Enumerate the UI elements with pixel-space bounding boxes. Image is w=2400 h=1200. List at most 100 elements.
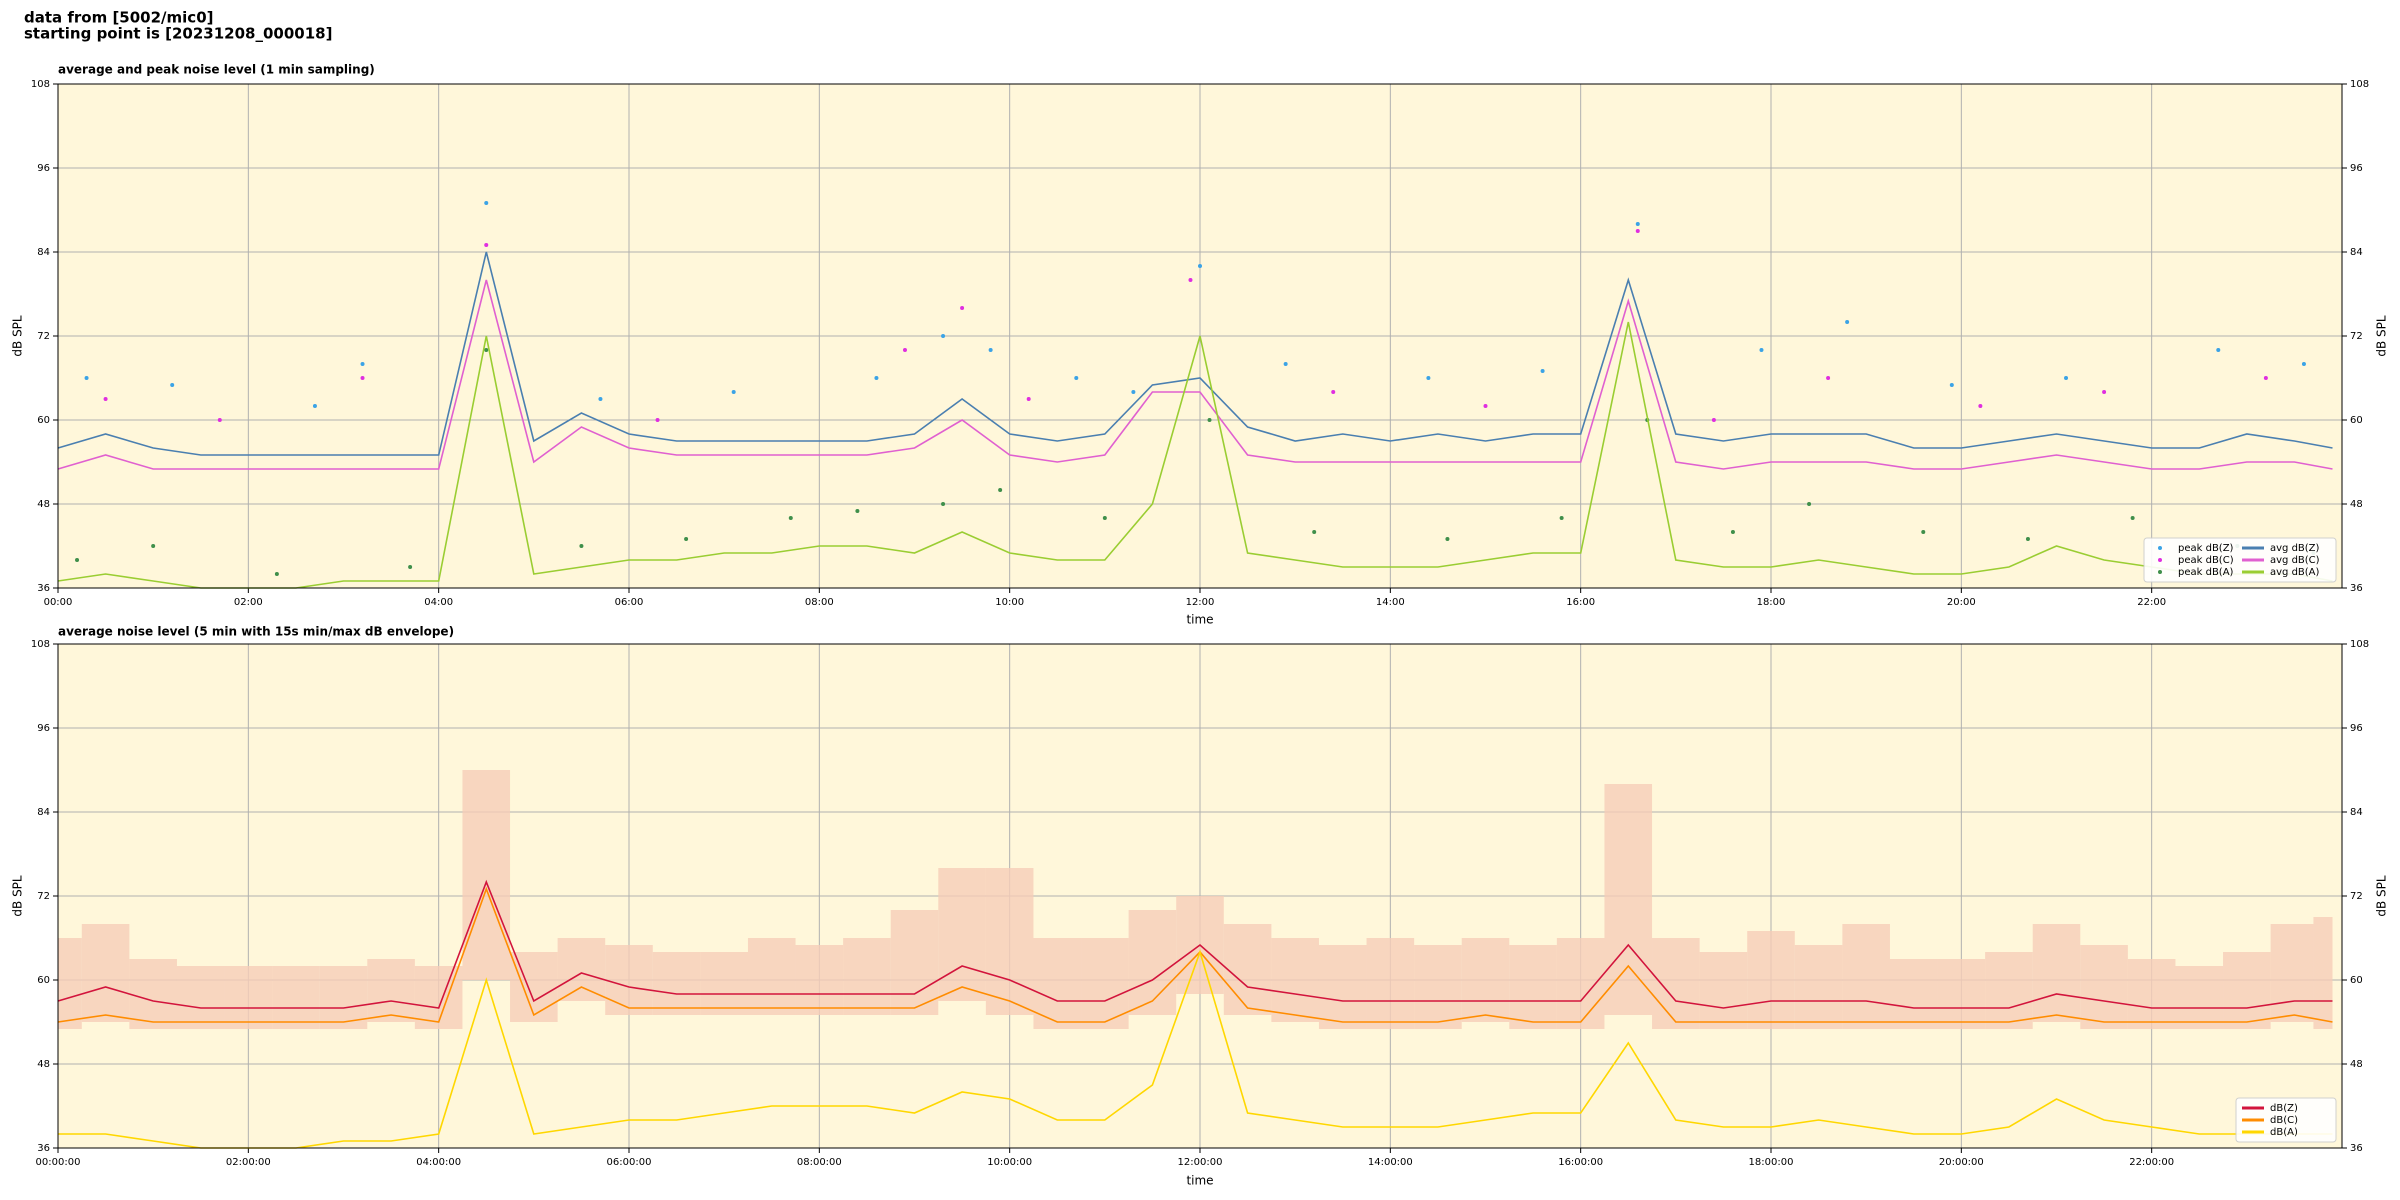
envelope-band <box>605 945 653 1015</box>
envelope-band <box>1652 938 1700 1029</box>
envelope-band <box>2127 959 2176 1029</box>
envelope-band <box>1081 938 1129 1029</box>
envelope-band <box>176 966 225 1029</box>
y-tick-label: 96 <box>2350 723 2363 734</box>
envelope-band <box>510 952 558 1022</box>
series-line <box>57 879 2333 1009</box>
y-tick-label: 60 <box>2350 415 2363 426</box>
peak-point <box>1483 404 1488 408</box>
x-tick-label: 14:00:00 <box>1368 1157 1413 1168</box>
y-tick-label: 96 <box>37 723 50 734</box>
peak-point <box>941 334 946 338</box>
peak-point <box>598 397 603 401</box>
x-tick-label: 22:00 <box>2137 597 2166 608</box>
legend-label: peak dB(A) <box>2178 567 2234 578</box>
peak-point <box>1730 530 1735 534</box>
x-tick-label: 14:00 <box>1376 597 1405 608</box>
envelope-band <box>2080 945 2128 1029</box>
chart-title: average noise level (5 min with 15s min/… <box>58 625 454 639</box>
envelope-band <box>224 966 273 1029</box>
envelope-band <box>843 938 891 1015</box>
peak-point <box>1074 376 1079 380</box>
y-axis-label: dB SPL <box>11 875 25 917</box>
peak-point <box>75 558 80 562</box>
y-tick-label: 84 <box>2350 807 2363 818</box>
envelope-band <box>938 868 986 1001</box>
envelope-band <box>2032 924 2081 1022</box>
x-tick-label: 08:00 <box>805 597 834 608</box>
x-axis-label: time <box>1186 613 1213 627</box>
peak-point <box>1978 404 1983 408</box>
peak-point <box>151 544 156 548</box>
y-tick-label: 60 <box>2350 975 2363 986</box>
envelope-band <box>557 938 606 1001</box>
header-line: data from [5002/mic0] <box>24 9 214 27</box>
peak-point <box>1540 369 1545 373</box>
y-tick-label: 48 <box>37 499 50 510</box>
peak-point <box>1312 530 1317 534</box>
peak-point <box>655 418 660 422</box>
x-tick-label: 10:00:00 <box>987 1157 1032 1168</box>
peak-point <box>788 516 793 520</box>
legend-label: dB(Z) <box>2270 1103 2298 1114</box>
y-tick-label: 108 <box>2350 79 2369 90</box>
peak-point <box>1759 348 1764 352</box>
y-tick-label: 72 <box>2350 331 2363 342</box>
peak-point <box>1559 516 1564 520</box>
x-tick-label: 18:00 <box>1757 597 1786 608</box>
peak-point <box>1131 390 1136 394</box>
envelope-band <box>58 938 82 1029</box>
peak-point <box>274 572 279 576</box>
peak-point <box>1845 320 1850 324</box>
peak-point <box>2216 348 2221 352</box>
envelope-band <box>1699 952 1748 1029</box>
peak-point <box>312 404 317 408</box>
peak-point <box>2025 537 2030 541</box>
series-line <box>57 279 2333 470</box>
legend-label: avg dB(Z) <box>2270 543 2320 554</box>
envelope-band <box>272 966 320 1029</box>
peak-point <box>855 509 860 513</box>
y-tick-label: 48 <box>2350 499 2363 510</box>
legend-label: peak dB(Z) <box>2178 543 2234 554</box>
legend-label: avg dB(C) <box>2270 555 2320 566</box>
envelope-band <box>129 959 177 1029</box>
envelope-band <box>367 959 415 1022</box>
envelope-band <box>700 952 748 1015</box>
x-tick-label: 00:00:00 <box>36 1157 81 1168</box>
peak-point <box>1635 222 1640 226</box>
x-tick-label: 20:00 <box>1947 597 1976 608</box>
envelope-band <box>795 945 844 1015</box>
envelope-band <box>985 868 1034 1015</box>
peak-point <box>170 383 175 387</box>
x-tick-label: 16:00 <box>1566 597 1595 608</box>
plot-frame <box>57 643 2343 1149</box>
envelope-band <box>2313 917 2333 1029</box>
peak-point <box>1207 418 1212 422</box>
peak-point <box>1807 502 1812 506</box>
peak-point <box>1826 376 1831 380</box>
peak-point <box>1921 530 1926 534</box>
y-axis-label: dB SPL <box>2375 875 2389 917</box>
peak-point <box>1426 376 1431 380</box>
peak-point <box>103 397 108 401</box>
peak-point <box>484 201 489 205</box>
x-tick-label: 22:00:00 <box>2129 1157 2174 1168</box>
x-tick-label: 20:00:00 <box>1939 1157 1984 1168</box>
x-tick-label: 06:00:00 <box>607 1157 652 1168</box>
peak-point <box>579 544 584 548</box>
y-axis-label: dB SPL <box>11 315 25 357</box>
plot-frame <box>57 83 2343 589</box>
peak-point <box>408 565 413 569</box>
y-tick-label: 96 <box>2350 163 2363 174</box>
y-tick-label: 84 <box>37 807 50 818</box>
x-tick-label: 12:00:00 <box>1178 1157 1223 1168</box>
peak-point <box>1283 362 1288 366</box>
x-tick-label: 02:00 <box>234 597 263 608</box>
envelope-band <box>1366 938 1415 1029</box>
y-tick-label: 60 <box>37 975 50 986</box>
envelope-band <box>1985 952 2033 1029</box>
x-tick-label: 16:00:00 <box>1558 1157 1603 1168</box>
y-tick-label: 36 <box>37 583 50 594</box>
envelope-band <box>1223 924 1272 1015</box>
